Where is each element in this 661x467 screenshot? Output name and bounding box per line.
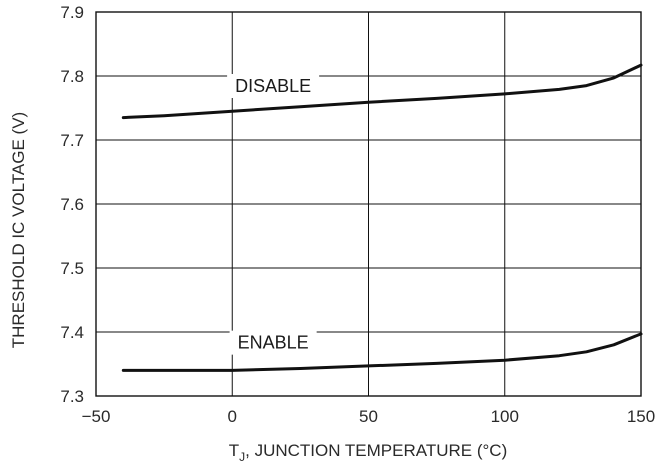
plot-frame [95,11,642,397]
x-tick-label: 0 [228,407,237,426]
y-tick-labels: 7.3 7.4 7.5 7.6 7.7 7.8 7.9 [60,3,84,406]
y-tick-label: 7.7 [60,131,84,150]
x-axis-title: TJ, JUNCTION TEMPERATURE (°C) [229,441,508,464]
x-tick-label: 100 [491,407,519,426]
x-tick-label: 50 [359,407,378,426]
x-tick-label: −50 [82,407,111,426]
y-tick-label: 7.3 [60,387,84,406]
series-label-background [227,74,320,98]
series-line-enable [121,332,643,372]
x-axis-title-text: , JUNCTION TEMPERATURE (°C) [245,441,507,460]
series-label-background [229,330,317,355]
series-layer: DISABLE ENABLE [121,63,643,372]
series-line-disable [121,63,643,120]
y-tick-label: 7.9 [60,3,84,22]
x-axis-title-subscript: J [239,450,245,464]
grid-lines [96,12,641,396]
y-tick-label: 7.5 [60,259,84,278]
series-label-disable: DISABLE [235,76,311,96]
x-tick-label: 150 [627,407,655,426]
y-tick-label: 7.4 [60,323,84,342]
y-tick-label: 7.6 [60,195,84,214]
y-tick-label: 7.8 [60,67,84,86]
x-tick-labels: −50 0 50 100 150 [82,407,656,426]
y-axis-title: THRESHOLD IC VOLTAGE (V) [9,112,28,348]
x-axis-title-symbol: T [229,441,239,460]
series-label-enable: ENABLE [238,333,309,353]
